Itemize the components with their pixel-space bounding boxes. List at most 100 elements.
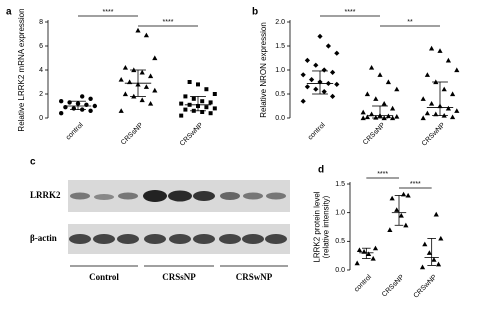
y-tick-label: 4 [39, 67, 43, 74]
data-point [441, 86, 447, 92]
data-point [143, 84, 149, 89]
data-point [135, 27, 141, 33]
data-point [321, 67, 327, 73]
y-axis-label: Relative LRRK2 mRNA expression [17, 8, 26, 131]
data-point [429, 101, 435, 106]
data-point [437, 48, 443, 53]
data-point [369, 111, 375, 117]
y-tick-label: 0.5 [335, 238, 345, 245]
data-point [139, 69, 145, 75]
blot-group-label: Control [89, 272, 119, 282]
data-point [325, 43, 331, 49]
y-tick-label: 2 [39, 91, 43, 98]
y-tick-label: 0.5 [275, 91, 285, 98]
y-tick-label: 0.0 [275, 115, 285, 122]
y-tick-label: 1.0 [275, 67, 285, 74]
data-point [334, 81, 340, 87]
y-tick-label: 1.5 [275, 43, 285, 50]
y-tick-label: 6 [39, 43, 43, 50]
data-point [334, 50, 340, 56]
data-point [330, 69, 336, 75]
data-point [387, 227, 393, 232]
significance-label: **** [410, 181, 421, 188]
data-point [390, 115, 396, 121]
data-point [450, 114, 456, 120]
data-point [360, 109, 366, 115]
significance-label: **** [345, 9, 356, 16]
y-axis-label: LRRK2 protein level [313, 191, 322, 262]
data-point [212, 92, 217, 96]
data-point [433, 111, 439, 117]
data-point [354, 260, 360, 266]
data-point [208, 111, 213, 116]
data-point [304, 84, 310, 90]
data-point [370, 255, 376, 261]
data-point [431, 257, 437, 262]
y-axis-label: Relative NRON expression [259, 22, 268, 118]
data-point [364, 114, 370, 120]
data-point [403, 222, 409, 228]
data-point [419, 264, 426, 270]
data-point [212, 106, 217, 111]
data-point [390, 105, 396, 111]
significance-label: ** [407, 19, 413, 26]
data-point [304, 57, 310, 63]
significance-label: **** [377, 171, 388, 178]
significance-label: **** [103, 9, 114, 16]
data-point [381, 101, 387, 106]
blot-group-label: CRSsNP [162, 272, 196, 282]
data-point [389, 195, 395, 201]
data-point [313, 86, 319, 92]
data-point [92, 103, 98, 109]
data-point [385, 79, 391, 85]
data-point [118, 108, 124, 113]
data-point [424, 110, 430, 116]
data-point [321, 89, 327, 95]
data-point [200, 99, 205, 104]
data-point [139, 97, 145, 103]
data-point [183, 94, 188, 99]
data-point [445, 57, 451, 63]
data-point [204, 105, 209, 110]
data-point [122, 91, 128, 97]
significance-label: **** [163, 19, 174, 26]
data-point [330, 93, 336, 99]
data-point [435, 261, 442, 267]
data-point [429, 45, 435, 51]
blot-row-label: β-actin [30, 233, 57, 243]
data-point [122, 65, 128, 70]
panel-label: c [30, 157, 36, 168]
data-point [152, 55, 158, 61]
data-point [426, 250, 432, 255]
data-point [394, 86, 400, 92]
data-point [59, 111, 64, 116]
data-point [377, 72, 383, 77]
data-point [88, 96, 93, 102]
data-point [420, 96, 426, 101]
data-point [313, 62, 319, 68]
panel-label: b [252, 7, 258, 18]
data-point [373, 114, 379, 120]
y-tick-label: 1.0 [335, 210, 345, 217]
blot-image [68, 180, 290, 267]
y-tick-label: 2.0 [275, 19, 285, 26]
data-point [300, 98, 306, 104]
data-point [208, 100, 213, 105]
data-point [445, 105, 451, 111]
data-point [152, 87, 158, 93]
y-tick-label: 8 [39, 19, 43, 26]
data-point [454, 67, 460, 73]
data-point [80, 94, 85, 99]
data-point [118, 77, 124, 82]
data-point [143, 32, 149, 38]
data-point [317, 33, 323, 39]
data-point [433, 211, 439, 217]
data-point [398, 212, 404, 218]
y-tick-label: 1.5 [335, 181, 345, 188]
y-axis-label: (relative intensity) [322, 195, 331, 258]
panel-label: a [6, 7, 12, 18]
data-point [88, 108, 93, 114]
blot-group-label: CRSwNP [236, 272, 273, 282]
